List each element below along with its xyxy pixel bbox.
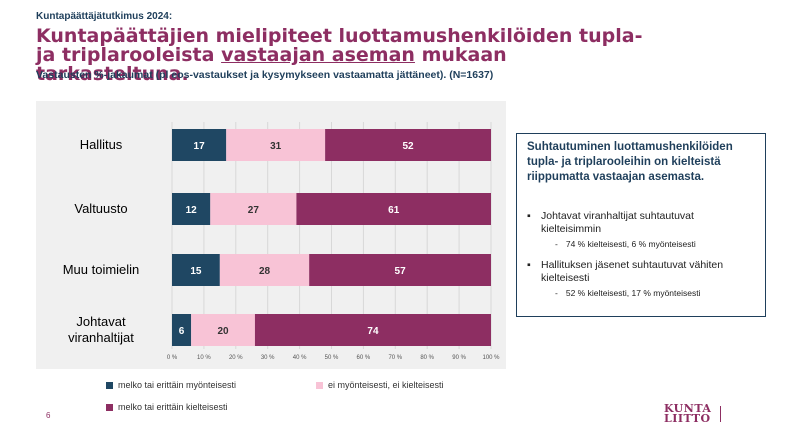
bar-segment: [172, 314, 192, 346]
page-title: Kuntapäättäjien mielipiteet luottamushen…: [36, 27, 656, 84]
logo-text: KUNTA LIITTO: [664, 402, 712, 425]
bar-segment: [219, 254, 310, 286]
data-label: 12: [186, 205, 198, 216]
x-tick-label: 100 %: [482, 355, 500, 361]
x-tick-label: 70 %: [388, 355, 402, 361]
legend-item-negative: melko tai erittäin kielteisesti: [106, 402, 228, 412]
x-tick-label: 0 %: [167, 355, 178, 361]
kicker-text: Kuntapäättäjätutkimus 2024:: [36, 11, 173, 22]
chart-subtitle: Vastausten %-jakaumat (pl eos-vastaukset…: [36, 69, 494, 81]
callout-point-2: ▪ Hallituksen jäsenet suhtautuvat vähiten…: [527, 259, 755, 285]
data-label: 6: [179, 326, 185, 337]
data-label: 74: [367, 326, 379, 337]
data-label: 57: [395, 266, 407, 277]
callout-point-1-detail-text: 74 % kielteisesti, 6 % myönteisesti: [565, 239, 696, 249]
bar-segment: [191, 314, 255, 346]
x-tick-label: 20 %: [229, 355, 243, 361]
callout-point-2-detail: -52 % kielteisesti, 17 % myönteisesti: [555, 288, 701, 298]
data-label: 15: [190, 266, 202, 277]
bar-segment: [309, 254, 491, 286]
category-label: Hallitus: [79, 137, 123, 152]
bullet-marker: ▪: [527, 210, 531, 222]
callout-heading: Suhtautuminen luottamushenkilöiden tupla…: [527, 141, 733, 183]
data-label: 52: [402, 141, 414, 152]
data-label: 31: [270, 141, 282, 152]
legend-swatch-positive: [106, 381, 113, 389]
bullet-marker: ▪: [527, 259, 531, 271]
callout-point-1: ▪ Johtavat viranhaltijat suhtautuvat kiel…: [527, 210, 755, 236]
title-underlined: vastaajan aseman: [221, 44, 415, 66]
data-label: 20: [217, 326, 229, 337]
page-number: 6: [46, 411, 51, 420]
bar-segment: [210, 193, 297, 225]
callout-point-1-detail: -74 % kielteisesti, 6 % myönteisesti: [555, 239, 696, 249]
data-label: 28: [259, 266, 271, 277]
legend-item-neutral: ei myönteisesti, ei kielteisesti: [316, 380, 444, 390]
legend-label-neutral: ei myönteisesti, ei kielteisesti: [328, 380, 444, 390]
logo-divider: [720, 406, 743, 422]
bar-segment: [254, 314, 491, 346]
x-tick-label: 90 %: [452, 355, 466, 361]
title-part-1: Kuntapäättäjien mielipiteet luottamushen…: [36, 25, 643, 66]
data-label: 27: [248, 205, 260, 216]
x-tick-label: 60 %: [357, 355, 371, 361]
x-tick-label: 50 %: [325, 355, 339, 361]
data-label: 61: [388, 205, 400, 216]
bar-segment: [172, 254, 220, 286]
data-label: 17: [194, 141, 206, 152]
callout-box: Suhtautuminen luottamushenkilöiden tupla…: [516, 133, 766, 317]
bar-segment: [172, 129, 227, 161]
legend-swatch-negative: [106, 403, 113, 411]
callout-point-1-text: Johtavat viranhaltijat suhtautuvat kielt…: [541, 210, 694, 235]
title-part-2: mukaan tarkasteltuna.: [36, 44, 507, 85]
bar-segment: [172, 193, 211, 225]
legend-label-positive: melko tai erittäin myönteisesti: [118, 380, 237, 390]
legend-swatch-neutral: [316, 381, 323, 389]
bar-segment: [325, 129, 491, 161]
bar-segment: [296, 193, 491, 225]
x-tick-label: 30 %: [261, 355, 275, 361]
legend-item-positive: melko tai erittäin myönteisesti: [106, 380, 236, 390]
category-label: Johtavat viranhaltijat: [68, 314, 134, 345]
x-tick-label: 10 %: [197, 355, 211, 361]
category-label: Valtuusto: [74, 201, 128, 216]
legend-label-negative: melko tai erittäin kielteisesti: [118, 402, 228, 412]
category-label: Muu toimielin: [62, 262, 140, 277]
x-tick-label: 80 %: [420, 355, 434, 361]
bar-segment: [226, 129, 326, 161]
callout-point-2-detail-text: 52 % kielteisesti, 17 % myönteisesti: [565, 288, 701, 298]
kuntaliitto-logo: KUNTA LIITTO: [664, 402, 754, 428]
callout-point-2-text: Hallituksen jäsenet suhtautuvat vähiten …: [541, 259, 724, 284]
x-tick-label: 40 %: [293, 355, 307, 361]
